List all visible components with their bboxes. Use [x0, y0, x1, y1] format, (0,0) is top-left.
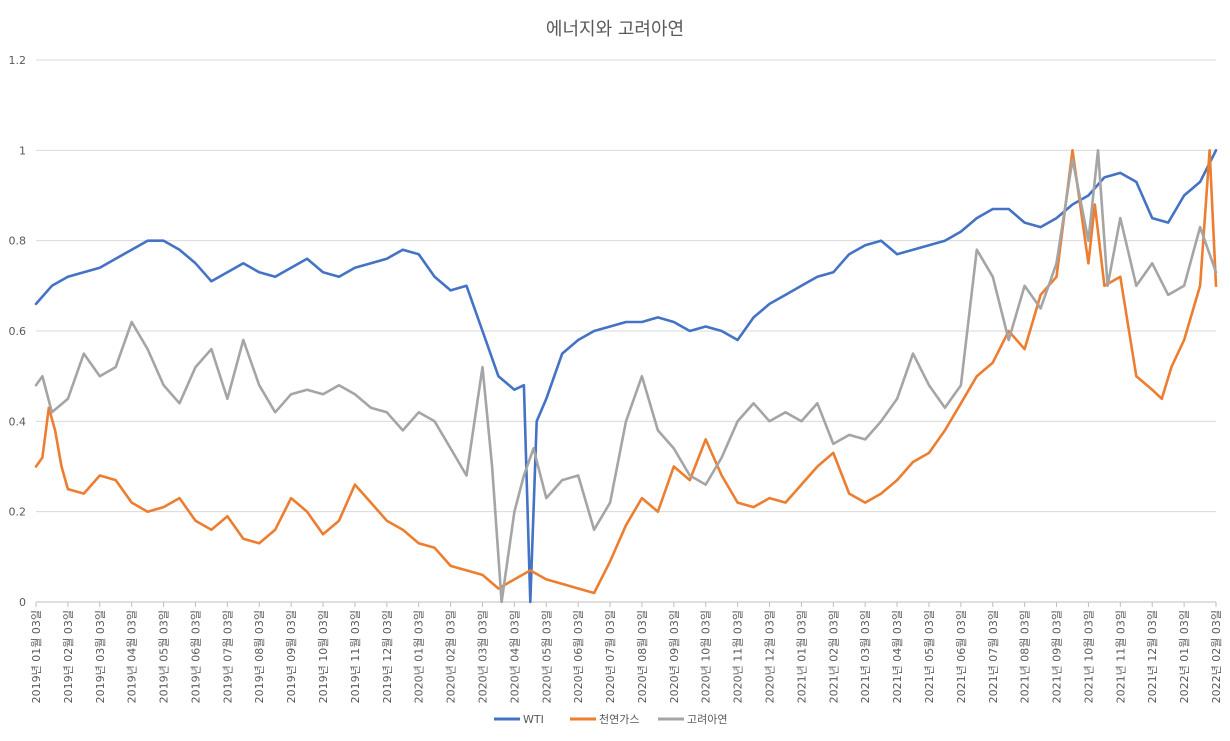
x-tick-label: 2020년 09월 03일	[667, 610, 681, 703]
x-tick-label: 2019년 03월 03일	[93, 610, 107, 703]
x-tick-label: 2020년 12월 03일	[763, 610, 777, 703]
x-tick-label: 2021년 04월 03일	[890, 610, 904, 703]
series-line-0	[34, 149, 1218, 604]
x-tick-label: 2020년 01월 03일	[412, 610, 426, 703]
y-tick-label: 0	[19, 596, 26, 609]
x-tick-label: 2019년 06월 03일	[188, 610, 202, 703]
series-line-1	[34, 149, 1218, 595]
x-tick-label: 2019년 04월 03일	[125, 610, 139, 703]
x-tick-label: 2021년 02월 03일	[826, 610, 840, 703]
x-tick-label: 2019년 02월 03일	[61, 610, 75, 703]
legend-label-1: 천연가스	[599, 712, 639, 726]
x-axis-ticks: 2019년 01월 03일 2019년 02월 03일 2019년 03월 03일 2…	[29, 602, 1223, 703]
x-tick-label: 2022년 02월 03일	[1209, 610, 1223, 703]
legend-label-2: 고려아연	[687, 713, 727, 726]
y-axis-ticks: 0 0.2 0.4 0.6 0.8 1 1.2	[9, 54, 27, 609]
x-tick-label: 2019년 12월 03일	[380, 610, 394, 703]
x-tick-label: 2021년 01월 03일	[794, 610, 808, 703]
legend-label-0: WTI	[523, 713, 544, 726]
x-tick-label: 2019년 07월 03일	[220, 610, 234, 703]
x-tick-label: 2020년 04월 03일	[507, 610, 521, 703]
x-tick-label: 2020년 11월 03일	[731, 610, 745, 703]
x-tick-label: 2020년 06월 03일	[571, 610, 585, 703]
x-tick-label: 2019년 11월 03일	[348, 610, 362, 703]
x-tick-label: 2022년 01월 03일	[1177, 610, 1191, 703]
series-lines	[34, 149, 1218, 604]
x-tick-label: 2020년 02월 03일	[444, 610, 458, 703]
x-tick-label: 2020년 03월 03일	[475, 610, 489, 703]
y-tick-label: 1	[19, 144, 26, 157]
x-tick-label: 2020년 05월 03일	[539, 610, 553, 703]
x-tick-label: 2020년 07월 03일	[603, 610, 617, 703]
x-tick-label: 2021년 10월 03일	[1081, 610, 1095, 703]
x-tick-label: 2020년 10월 03일	[699, 610, 713, 703]
y-tick-label: 0.8	[9, 235, 27, 248]
x-tick-label: 2021년 03월 03일	[858, 610, 872, 703]
x-tick-label: 2019년 01월 03일	[29, 610, 43, 703]
x-tick-label: 2021년 06월 03일	[954, 610, 968, 703]
y-tick-label: 0.2	[9, 506, 27, 519]
x-tick-label: 2020년 08월 03일	[635, 610, 649, 703]
x-tick-label: 2019년 09월 03일	[284, 610, 298, 703]
x-tick-label: 2019년 10월 03일	[316, 610, 330, 703]
y-tick-label: 0.6	[9, 325, 27, 338]
x-tick-label: 2019년 08월 03일	[252, 610, 266, 703]
x-tick-label: 2021년 12월 03일	[1145, 610, 1159, 703]
y-tick-label: 1.2	[9, 54, 27, 67]
x-tick-label: 2021년 07월 03일	[986, 610, 1000, 703]
x-tick-label: 2021년 09월 03일	[1050, 610, 1064, 703]
x-tick-label: 2019년 05월 03일	[157, 610, 171, 703]
x-tick-label: 2021년 11월 03일	[1113, 610, 1127, 703]
series-line-2	[34, 149, 1218, 604]
legend: WTI 천연가스 고려아연	[494, 712, 727, 726]
y-tick-label: 0.4	[9, 415, 27, 428]
x-tick-label: 2021년 08월 03일	[1018, 610, 1032, 703]
x-tick-label: 2021년 05월 03일	[922, 610, 936, 703]
chart-title: 에너지와 고려아연	[546, 19, 684, 40]
gridlines	[36, 59, 1216, 603]
